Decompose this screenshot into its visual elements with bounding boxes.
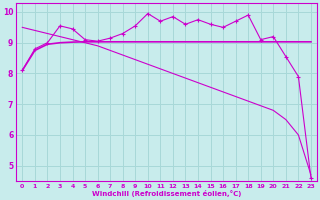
X-axis label: Windchill (Refroidissement éolien,°C): Windchill (Refroidissement éolien,°C) bbox=[92, 190, 241, 197]
